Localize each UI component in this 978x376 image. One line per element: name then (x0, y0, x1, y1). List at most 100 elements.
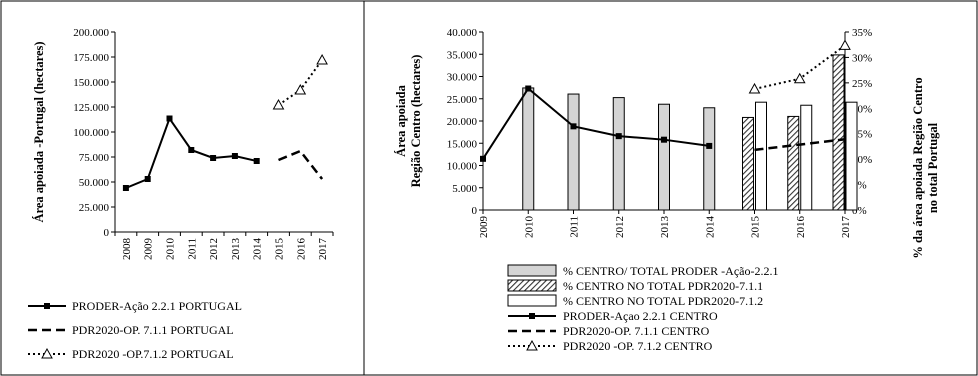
left-y-tick-label-6: 150.000 (73, 77, 109, 89)
left-legend: PRODER-Ação 2.2.1 PORTUGAL PDR2020-OP. 7.… (28, 299, 242, 361)
left-x-tick-label-0: 2008 (121, 238, 133, 261)
right-series-0-point-4 (661, 136, 667, 143)
left-series-0-point-0 (122, 185, 129, 191)
left-legend-item-2-swatch-marker (41, 347, 53, 359)
right-legend: % CENTRO/ TOTAL PRODER -Ação-2.2.1% CENT… (507, 264, 778, 353)
left-y-tick-label-7: 175.000 (73, 52, 109, 64)
left-y-tick-label-4: 100.000 (73, 127, 109, 139)
left-series-0-point-2 (166, 115, 173, 122)
right-bar-1-7 (787, 115, 800, 211)
right-y2-tick-label-5: 25% (852, 78, 872, 90)
right-bar-1-6 (742, 116, 754, 211)
right-bar-0-4 (658, 103, 670, 211)
right-y2-axis-title-line-0: % da área apoiada Região Centro (911, 77, 925, 258)
left-legend-item-2-label: PDR2020 -OP.7.1.2 PORTUGAL (72, 347, 234, 361)
right-legend-bar-0-label: % CENTRO/ TOTAL PRODER -Ação-2.2.1 (563, 264, 778, 278)
right-y-tick-label-6: 30.000 (447, 72, 478, 84)
left-series-0-point-6 (253, 158, 260, 164)
left-series-2-point-9 (316, 53, 328, 65)
right-y-axis-title: Área apoiadaRegião Centro (hectares) (394, 55, 423, 188)
left-x-tick-label-8: 2016 (295, 238, 307, 261)
right-legend-line-0-marker (529, 313, 535, 319)
right-bar-0-1 (522, 87, 535, 211)
right-x-tick-label-5: 2014 (704, 216, 716, 239)
right-chart-panel: 0 5.000 10.000 15.000 20.000 25.000 30.000 35.0… (394, 27, 940, 353)
right-y2-axis-title: % da área apoiada Região Centrono total … (911, 77, 940, 258)
right-y-tick-label-5: 25.000 (447, 94, 478, 106)
left-series-2-point-8 (294, 83, 307, 95)
right-series-0-point-5 (706, 142, 713, 149)
right-legend-line-0-label: PRODER-Açao 2.2.1 CENTRO (563, 309, 718, 323)
left-legend-item-1-label: PDR2020-OP. 7.1.1 PORTUGAL (72, 323, 234, 337)
left-x-tick-label-6: 2014 (252, 238, 264, 261)
right-series-2-point-8 (839, 39, 851, 50)
left-series-2-point-7 (272, 98, 285, 110)
right-bar-2-8 (845, 101, 858, 211)
right-series-0-point-0 (480, 155, 486, 162)
right-x-tick-label-8: 2017 (840, 216, 852, 239)
right-y-tick-label-3: 15.000 (447, 138, 478, 150)
left-y-tick-label-8: 200.000 (73, 27, 109, 39)
left-y-tick-label-2: 50.000 (79, 177, 110, 189)
right-bar-2-7 (800, 104, 813, 211)
right-y-tick-label-2: 10.000 (447, 161, 478, 173)
left-x-tick-label-4: 2012 (208, 238, 220, 260)
right-legend-line-2-label: PDR2020 -OP. 7.1.2 CENTRO (563, 339, 713, 353)
left-x-tick-label-7: 2015 (274, 238, 286, 261)
right-y-tick-label-0: 0 (472, 205, 478, 217)
left-y-tick-label-0: 0 (104, 227, 110, 239)
right-x-tick-label-3: 2012 (614, 216, 626, 238)
left-x-tick-label-9: 2017 (317, 238, 329, 261)
right-x-tick-label-0: 2009 (478, 216, 490, 239)
left-chart-panel: 0 25.000 50.000 75.000 100.000 125.000 150.000… (28, 27, 334, 361)
right-y-tick-label-8: 40.000 (447, 27, 478, 39)
right-bar-0-2 (567, 93, 580, 211)
right-y-axis-title-line-1: Região Centro (hectares) (409, 55, 423, 188)
right-y2-tick-label-7: 35% (852, 27, 872, 39)
left-legend-item-0-label: PRODER-Ação 2.2.1 PORTUGAL (72, 299, 242, 313)
right-x-tick-label-7: 2016 (795, 216, 807, 239)
right-series-2-point-7 (793, 72, 806, 84)
right-y-tick-label-4: 20.000 (447, 116, 478, 128)
right-bar-2-6 (755, 101, 767, 211)
right-series-0-line (482, 87, 710, 160)
left-series-0-point-1 (144, 176, 151, 182)
right-bar-0-5 (703, 107, 716, 211)
right-y-axis-title-line-0: Área apoiada (394, 84, 408, 156)
right-legend-line-1-label: PDR2020-OP. 7.1.1 CENTRO (563, 324, 710, 338)
right-y2-tick-label-6: 30% (852, 52, 872, 64)
right-x-tick-label-2: 2011 (569, 216, 581, 238)
right-y-tick-label-7: 35.000 (447, 49, 478, 61)
right-legend-line-2-marker (526, 339, 538, 351)
left-series-0-point-3 (188, 147, 195, 153)
right-legend-bar-2-label: % CENTRO NO TOTAL PDR2020-7.1.2 (563, 294, 763, 308)
left-y-axis-title: Área apoiada -Portugal (hectares) (32, 41, 46, 222)
right-legend-bar-1-swatch (507, 279, 557, 292)
left-x-tick-label-3: 2011 (186, 238, 198, 260)
right-series-0-point-2 (570, 123, 577, 130)
right-series-2-point-6 (748, 82, 761, 94)
right-x-tick-label-1: 2010 (523, 216, 535, 239)
left-series-1-line (278, 149, 324, 180)
left-series-2-line (277, 59, 323, 106)
right-series-0-point-1 (525, 85, 532, 92)
left-series-0-point-4 (210, 155, 217, 161)
right-y2-axis-title-line-1: no total Portugal (926, 122, 940, 213)
right-legend-bar-0-swatch (507, 264, 557, 277)
right-series-1-line (754, 138, 846, 152)
left-x-tick-label-2: 2010 (165, 238, 177, 261)
right-legend-bar-1-label: % CENTRO NO TOTAL PDR2020-7.1.1 (563, 279, 763, 293)
left-x-tick-label-5: 2013 (230, 238, 242, 261)
left-y-tick-label-5: 125.000 (73, 102, 109, 114)
left-y-tick-label-3: 75.000 (79, 152, 110, 164)
right-y-tick-label-1: 5.000 (452, 183, 477, 195)
left-legend-item-0-swatch-marker (44, 303, 50, 309)
right-legend-bar-2-swatch (507, 294, 557, 307)
right-x-tick-label-4: 2013 (659, 216, 671, 239)
left-series-0-point-5 (231, 153, 238, 159)
right-x-tick-label-6: 2015 (750, 216, 762, 239)
left-y-tick-label-1: 25.000 (79, 202, 110, 214)
